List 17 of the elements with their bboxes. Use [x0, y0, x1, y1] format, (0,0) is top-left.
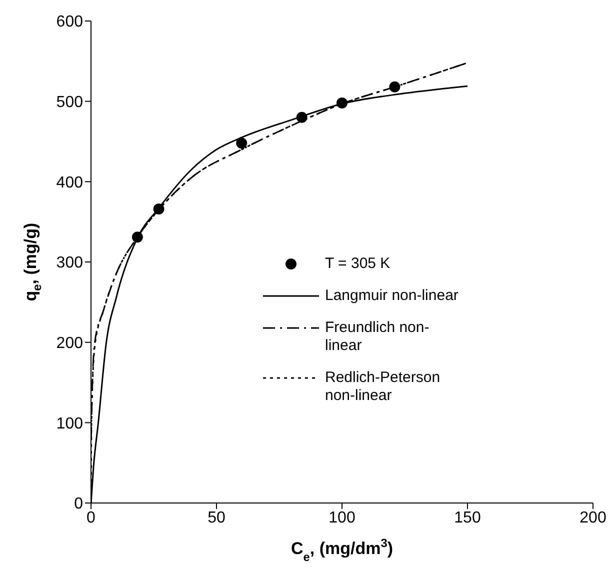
- legend-label: Redlich-Peterson non-linear: [325, 369, 442, 405]
- x-tick-label: 150: [454, 509, 481, 526]
- x-axis-title: C$_{e}$, (mg/dm$^{3}$): [290, 536, 394, 564]
- legend-label: Freundlich non-linear: [325, 319, 430, 355]
- legend-label: T = 305 K: [325, 255, 390, 273]
- x-tick-label: 0: [86, 509, 96, 526]
- y-tick-label: 300: [56, 254, 84, 272]
- y-tick-label: 100: [56, 415, 84, 432]
- x-tick-label: 100: [328, 509, 356, 526]
- y-tick-label: 400: [56, 174, 84, 192]
- y-tick-label: 0: [74, 496, 84, 513]
- x-tick-label: 200: [580, 509, 606, 526]
- legend-label: Langmuir non-linear: [325, 287, 458, 305]
- y-tick-label: 500: [56, 94, 84, 112]
- y-tick-label: 200: [56, 335, 84, 352]
- x-tick-label: 50: [208, 509, 226, 526]
- y-tick-label: 600: [56, 14, 84, 31]
